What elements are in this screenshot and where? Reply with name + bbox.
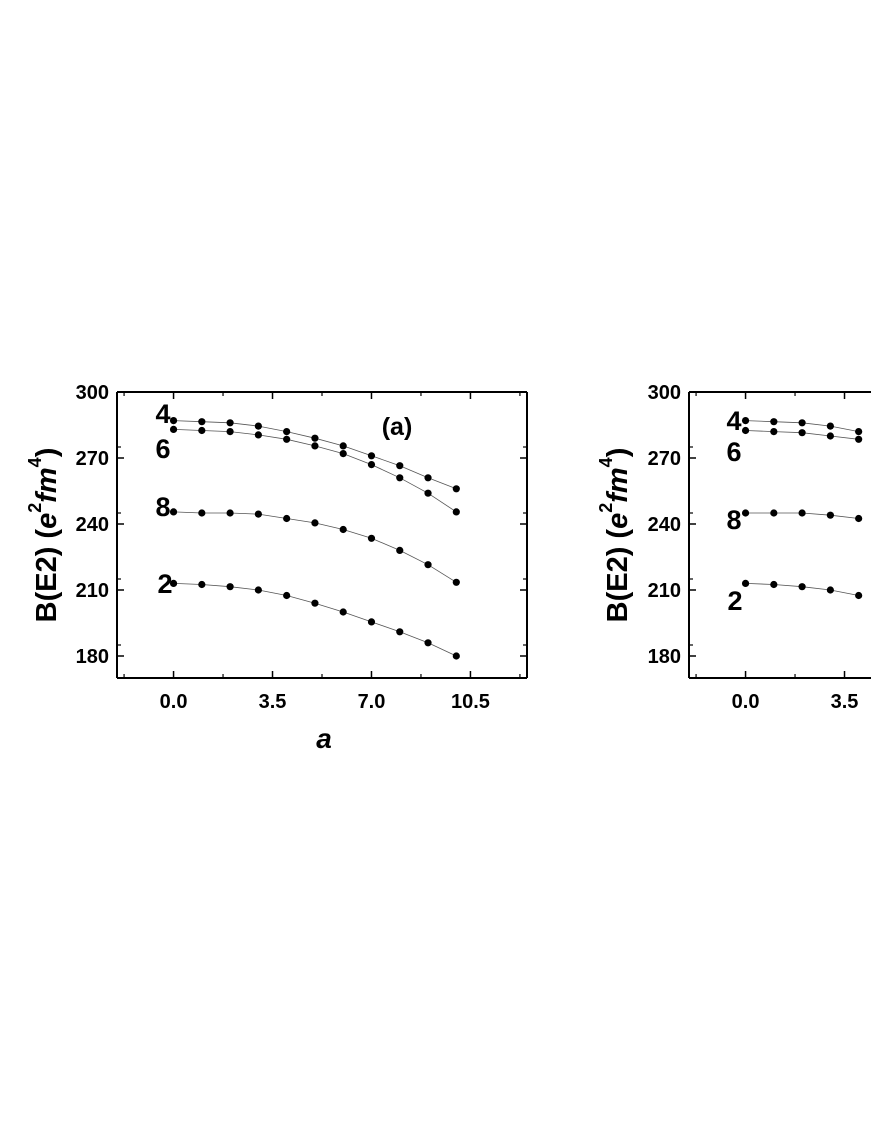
data-point-6 [169, 425, 178, 433]
data-point-8 [798, 509, 806, 517]
x-tick-label: 3.5 [259, 691, 287, 713]
data-point-2 [396, 628, 404, 636]
data-point-4 [798, 419, 806, 427]
data-point-2 [254, 586, 262, 594]
data-point-2 [741, 579, 750, 588]
series-label-6: 6 [155, 434, 170, 464]
data-point-8 [741, 509, 750, 517]
series-label-2: 2 [157, 569, 172, 599]
y-tick-label: 240 [648, 514, 681, 536]
series-label-6: 6 [726, 437, 741, 467]
chart-panel-b: 180 210 240 270 300 0.0 3.5 46 8 2 B(E2) (e2fm4) [596, 382, 871, 713]
y-tick-label: 210 [648, 580, 681, 602]
data-point-2 [452, 652, 460, 660]
data-point-8 [254, 510, 262, 518]
data-point-6 [339, 450, 347, 458]
chart-panel-a: 180 210 240 270 300 0.0 3.5 7.0 10.5 4 6 8 2 (a) B(E2)… [25, 382, 528, 754]
data-point-8 [396, 546, 404, 555]
data-point-4 [424, 474, 432, 482]
data-point-4 [770, 418, 778, 426]
data-point-6 [283, 435, 291, 443]
data-point-2 [339, 608, 347, 616]
data-point-6 [226, 428, 234, 436]
data-point-2 [770, 580, 778, 589]
data-point-6 [198, 426, 206, 435]
data-point-4 [396, 462, 404, 470]
y-tick-label: 210 [76, 580, 109, 602]
data-point-4 [452, 485, 460, 493]
x-tick-label: 10.5 [451, 691, 490, 713]
data-point-4 [855, 428, 863, 436]
series-line-2 [173, 583, 457, 657]
data-point-4 [169, 417, 178, 425]
data-point-8 [226, 509, 234, 517]
data-point-8 [311, 519, 319, 527]
data-point-4 [198, 418, 206, 426]
data-point-8 [198, 509, 206, 517]
series-label-8: 8 [726, 505, 741, 535]
x-tick-label: 0.0 [160, 691, 188, 713]
data-point-2 [855, 591, 863, 600]
y-tick-label: 300 [76, 382, 109, 404]
data-point-2 [367, 618, 376, 626]
data-point-4 [367, 452, 376, 460]
y-tick-label: 270 [648, 448, 681, 470]
data-point-2 [198, 580, 206, 589]
panel-label: (a) [382, 413, 413, 441]
y-tick-label: 180 [648, 646, 681, 668]
data-point-2 [226, 583, 234, 591]
data-point-4 [283, 428, 291, 436]
data-point-2 [826, 586, 834, 594]
data-point-8 [339, 525, 347, 534]
data-point-4 [339, 442, 347, 450]
data-point-8 [855, 514, 863, 523]
data-point-4 [311, 434, 319, 442]
y-axis-title: B(E2) (e2fm4) [596, 448, 634, 623]
data-point-6 [311, 442, 319, 450]
y-axis-title: B(E2) (e2fm4) [25, 448, 63, 623]
data-point-8 [367, 534, 376, 542]
y-tick-label: 240 [76, 514, 109, 536]
series-label-8: 8 [155, 492, 170, 522]
data-point-8 [424, 561, 432, 569]
data-point-6 [424, 489, 432, 497]
data-point-2 [798, 583, 806, 591]
y-tick-label: 180 [76, 646, 109, 668]
y-tick-label: 270 [76, 448, 109, 470]
series-label-4: 4 [726, 406, 741, 436]
data-point-6 [741, 426, 750, 435]
y-tick-label: 300 [648, 382, 681, 404]
data-point-8 [283, 514, 291, 523]
data-point-2 [311, 599, 319, 607]
x-tick-label: 3.5 [831, 691, 859, 713]
data-point-2 [424, 639, 432, 647]
data-point-2 [169, 579, 178, 588]
data-point-8 [169, 508, 178, 516]
data-point-6 [855, 435, 863, 443]
data-point-4 [826, 422, 834, 430]
data-point-6 [826, 432, 834, 440]
data-point-8 [826, 511, 834, 519]
data-point-8 [770, 509, 778, 517]
series-label-4: 4 [155, 399, 170, 429]
x-tick-label: 7.0 [358, 691, 386, 713]
data-point-4 [226, 419, 234, 427]
data-point-6 [798, 429, 806, 437]
data-point-6 [367, 461, 376, 469]
data-point-4 [254, 422, 262, 430]
data-point-4 [741, 417, 750, 425]
data-point-6 [452, 508, 460, 516]
data-point-6 [396, 474, 404, 482]
x-tick-label: 0.0 [732, 691, 760, 713]
data-point-2 [283, 591, 291, 600]
x-axis-title: a [316, 723, 332, 754]
series-label-2: 2 [727, 586, 742, 616]
data-point-8 [452, 578, 460, 586]
data-point-6 [770, 428, 778, 436]
data-point-6 [254, 431, 262, 439]
